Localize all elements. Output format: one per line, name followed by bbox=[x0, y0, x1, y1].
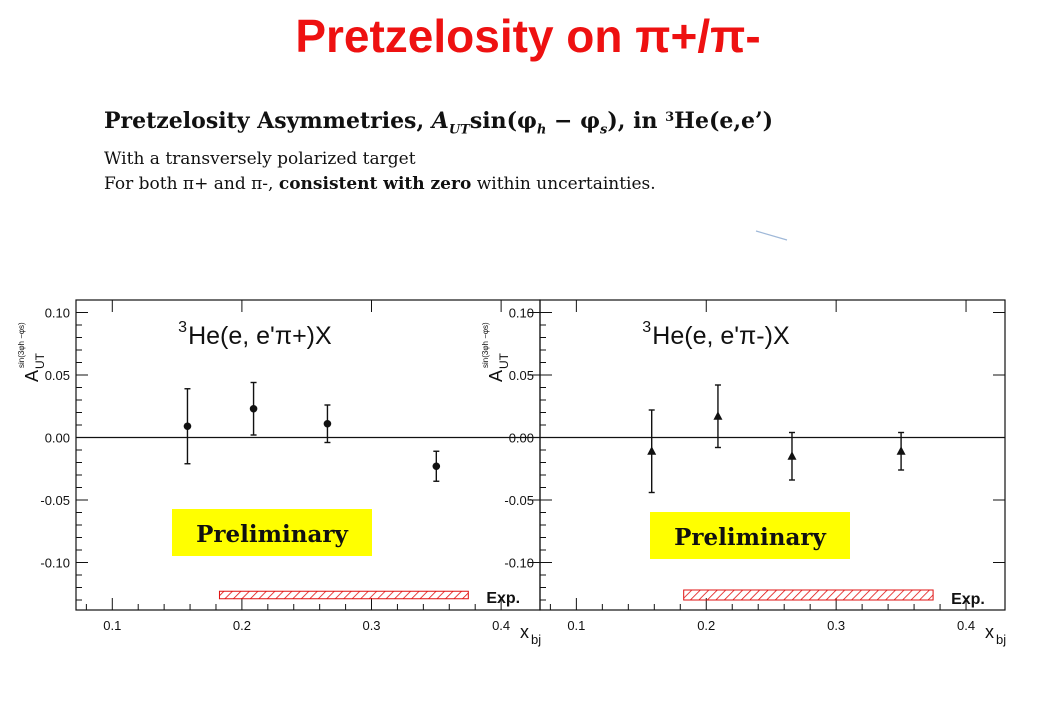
x-tick-label: 0.1 bbox=[567, 618, 585, 633]
chart-panel-right: 0.100.050.00-0.05-0.100.1 0.2 0.3 0.4 x bjAUT… bbox=[481, 299, 1006, 647]
y-axis-label-main: A bbox=[22, 370, 42, 382]
reaction-label: He(e, e'π+)X bbox=[188, 322, 332, 350]
y-tick-label: 0.05 bbox=[509, 368, 534, 383]
exp-label: Exp. bbox=[486, 590, 520, 607]
exp-systematic-band bbox=[683, 589, 934, 601]
subtitle-line-1: With a transversely polarized target bbox=[104, 149, 416, 170]
data-point bbox=[323, 419, 332, 428]
reaction-label-sup: 3 bbox=[642, 319, 651, 336]
slide-title: Pretzelosity on π+/π- bbox=[295, 10, 761, 62]
y-axis-label: AUT sin(3φh −φs) bbox=[481, 322, 511, 382]
x-tick-label: 0.1 bbox=[103, 618, 121, 633]
preliminary-label: Preliminary bbox=[674, 524, 826, 551]
y-axis-label: AUT sin(3φh −φs) bbox=[17, 322, 47, 382]
y-tick-label: 0.00 bbox=[509, 431, 534, 446]
y-tick-label: 0.05 bbox=[45, 368, 70, 383]
x-axis-label: x bbox=[520, 622, 529, 642]
y-tick-label: -0.05 bbox=[504, 493, 534, 508]
x-tick-label: 0.3 bbox=[362, 618, 380, 633]
preliminary-label: Preliminary bbox=[196, 521, 348, 548]
x-axis-label: x bbox=[985, 622, 994, 642]
plot-frame bbox=[539, 299, 1006, 611]
x-tick-label: 0.4 bbox=[492, 618, 510, 633]
exp-label: Exp. bbox=[951, 591, 985, 608]
heading-target-sup: 3 bbox=[665, 110, 675, 125]
subtitle-emphasis: consistent with zero bbox=[278, 174, 472, 195]
y-tick-label: -0.05 bbox=[40, 493, 70, 508]
x-tick-label: 0.2 bbox=[233, 618, 251, 633]
x-axis-label-sub: bj bbox=[531, 632, 541, 647]
slide-heading: Pretzelosity Asymmetries, AUTsin(φh − φs… bbox=[104, 104, 773, 147]
decorative-stroke bbox=[755, 230, 788, 241]
data-point bbox=[249, 404, 258, 413]
heading-target: He(e,e’) bbox=[674, 108, 774, 134]
data-point bbox=[432, 462, 441, 471]
y-tick-label: -0.10 bbox=[504, 556, 534, 571]
y-tick-label: 0.10 bbox=[509, 306, 534, 321]
heading-sub-s: s bbox=[600, 122, 608, 138]
heading-text: Pretzelosity Asymmetries, bbox=[104, 108, 432, 134]
data-point bbox=[713, 411, 723, 420]
data-point bbox=[183, 422, 192, 431]
y-axis-label-sup: sin(3φh −φs) bbox=[17, 322, 26, 368]
y-axis-label-sub: UT bbox=[33, 352, 47, 369]
data-point bbox=[647, 446, 657, 455]
heading-sub-h: h bbox=[536, 122, 547, 138]
heading-formula-ut: UT bbox=[448, 122, 470, 138]
heading-minus: − φ bbox=[546, 108, 601, 134]
reaction-label: He(e, e'π-)X bbox=[652, 322, 790, 350]
heading-close: ), in bbox=[607, 108, 666, 134]
data-point bbox=[896, 446, 906, 455]
exp-systematic-band bbox=[218, 590, 469, 600]
x-tick-label: 0.4 bbox=[957, 618, 975, 633]
preliminary-badge bbox=[650, 512, 850, 559]
heading-formula-a: A bbox=[431, 108, 449, 134]
x-tick-label: 0.3 bbox=[827, 618, 845, 633]
y-axis-label-sub: UT bbox=[497, 352, 511, 369]
preliminary-badge bbox=[172, 509, 372, 556]
data-point bbox=[787, 451, 797, 460]
y-axis-label-sup: sin(3φh −φs) bbox=[481, 322, 490, 368]
y-tick-label: 0.10 bbox=[45, 306, 70, 321]
y-tick-label: -0.10 bbox=[40, 556, 70, 571]
chart-panel-left: 0.100.050.00-0.05-0.100.1 0.2 0.3 0.4 x bjAUT… bbox=[17, 299, 541, 647]
x-tick-label: 0.2 bbox=[697, 618, 715, 633]
subtitle-block: Pretzelosity Asymmetries, AUTsin(φh − φs… bbox=[104, 104, 773, 197]
y-axis-label-main: A bbox=[486, 370, 506, 382]
reaction-label-sup: 3 bbox=[178, 319, 187, 336]
heading-sin: sin(φ bbox=[469, 108, 537, 134]
y-tick-label: 0.00 bbox=[45, 431, 70, 446]
subtitle-line-2: For both π+ and π-, consistent with zero… bbox=[104, 174, 656, 195]
x-axis-label-sub: bj bbox=[996, 632, 1006, 647]
